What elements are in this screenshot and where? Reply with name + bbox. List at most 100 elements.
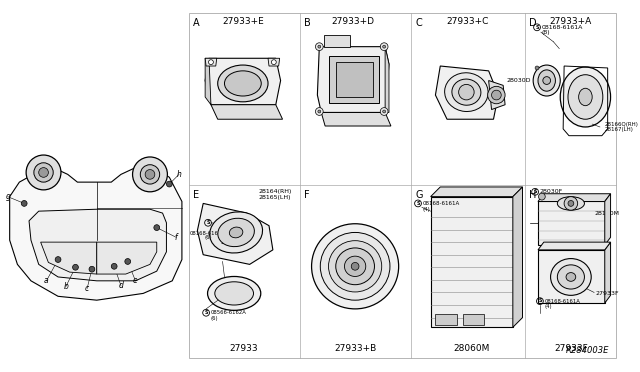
Polygon shape: [211, 105, 282, 119]
Polygon shape: [538, 202, 605, 245]
Text: e: e: [133, 276, 138, 285]
Circle shape: [89, 266, 95, 272]
Ellipse shape: [557, 265, 584, 289]
Circle shape: [543, 77, 550, 84]
Text: a: a: [44, 276, 49, 285]
Text: 27933+B: 27933+B: [334, 344, 376, 353]
Text: 28030D: 28030D: [507, 78, 531, 83]
Text: 28030F: 28030F: [540, 189, 563, 194]
Polygon shape: [538, 194, 611, 202]
Polygon shape: [435, 66, 499, 119]
Ellipse shape: [351, 262, 359, 270]
Ellipse shape: [229, 227, 243, 238]
Text: d: d: [118, 281, 124, 290]
Circle shape: [72, 264, 78, 270]
Polygon shape: [385, 46, 389, 112]
Ellipse shape: [557, 197, 584, 210]
Polygon shape: [321, 112, 391, 126]
Text: 08168-6161A: 08168-6161A: [190, 231, 226, 235]
Text: h: h: [177, 170, 182, 179]
Text: 27933+D: 27933+D: [332, 17, 374, 26]
Bar: [189, 13, 616, 358]
Circle shape: [318, 45, 321, 48]
Circle shape: [380, 43, 388, 51]
Text: 27933: 27933: [230, 344, 258, 353]
Text: 08168-6161A: 08168-6161A: [542, 25, 583, 30]
Ellipse shape: [218, 218, 254, 247]
Text: (6): (6): [204, 235, 212, 240]
Polygon shape: [605, 242, 611, 303]
Text: R284003E: R284003E: [566, 346, 609, 355]
Ellipse shape: [452, 79, 481, 105]
Circle shape: [38, 168, 49, 177]
Polygon shape: [205, 58, 217, 66]
Ellipse shape: [445, 73, 488, 112]
Text: (6): (6): [211, 316, 219, 321]
Text: 28165(LH): 28165(LH): [259, 195, 291, 200]
Ellipse shape: [568, 75, 603, 119]
Ellipse shape: [320, 232, 390, 300]
Ellipse shape: [312, 224, 399, 309]
Text: 28060M: 28060M: [453, 344, 490, 353]
Text: 27933F: 27933F: [595, 291, 619, 296]
Text: (8): (8): [542, 30, 550, 35]
Polygon shape: [538, 242, 611, 250]
Text: B: B: [304, 17, 310, 28]
Polygon shape: [605, 194, 611, 245]
Ellipse shape: [215, 282, 253, 305]
Text: 27933+E: 27933+E: [222, 17, 264, 26]
Circle shape: [34, 163, 53, 182]
Text: S: S: [535, 25, 539, 30]
Circle shape: [271, 60, 276, 65]
Ellipse shape: [207, 276, 260, 310]
Polygon shape: [40, 242, 97, 274]
Polygon shape: [431, 197, 513, 327]
Bar: [336, 62, 372, 97]
Circle shape: [318, 110, 321, 113]
Text: c: c: [85, 284, 89, 293]
Text: 08168-6161A: 08168-6161A: [545, 299, 580, 304]
Text: (4): (4): [423, 207, 431, 212]
Circle shape: [154, 225, 159, 231]
Text: 27933: 27933: [221, 240, 241, 245]
Circle shape: [383, 110, 385, 113]
Text: S: S: [416, 201, 420, 206]
Polygon shape: [513, 187, 522, 327]
Circle shape: [125, 259, 131, 264]
Ellipse shape: [336, 248, 374, 285]
Polygon shape: [29, 209, 166, 281]
Ellipse shape: [560, 67, 611, 127]
Text: b: b: [63, 282, 68, 291]
Ellipse shape: [550, 259, 591, 295]
Circle shape: [535, 66, 539, 70]
Text: 28170M: 28170M: [594, 211, 619, 216]
Text: 28166Q(RH): 28166Q(RH): [605, 122, 639, 126]
Polygon shape: [205, 58, 280, 105]
Circle shape: [383, 45, 385, 48]
Circle shape: [568, 201, 574, 206]
Circle shape: [492, 90, 501, 100]
Text: 28167(LH): 28167(LH): [605, 127, 634, 132]
Ellipse shape: [579, 88, 592, 106]
Text: 28164(RH): 28164(RH): [259, 189, 292, 194]
Ellipse shape: [533, 65, 560, 96]
Circle shape: [55, 257, 61, 262]
Ellipse shape: [328, 241, 381, 292]
Circle shape: [21, 201, 27, 206]
Text: E: E: [193, 190, 198, 200]
Bar: [329, 56, 380, 103]
Text: f: f: [175, 233, 177, 242]
Circle shape: [209, 60, 213, 65]
Circle shape: [140, 165, 159, 184]
Text: (4): (4): [545, 304, 552, 310]
Polygon shape: [317, 46, 389, 112]
Ellipse shape: [218, 65, 268, 102]
Text: A: A: [193, 17, 199, 28]
Text: H: H: [529, 190, 537, 200]
Circle shape: [316, 43, 323, 51]
Circle shape: [459, 84, 474, 100]
Text: 08168-6161A: 08168-6161A: [423, 201, 460, 206]
Circle shape: [564, 197, 578, 210]
Text: g: g: [5, 192, 10, 201]
Polygon shape: [324, 35, 350, 46]
